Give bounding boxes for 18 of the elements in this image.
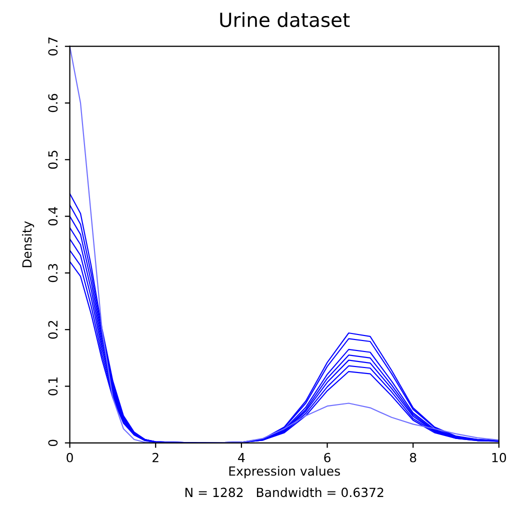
- y-tick-label: 0.4: [48, 207, 58, 226]
- y-tick-label: 0.5: [48, 150, 58, 169]
- x-tick-label: 8: [410, 452, 416, 462]
- x-tick-label: 0: [66, 452, 73, 462]
- text: N = 1282 Bandwidth = 0.6372: [185, 487, 384, 498]
- y-tick-label: 0.3: [48, 264, 58, 282]
- chart-title: Urine dataset: [220, 12, 350, 28]
- y-tick-label: 0.2: [48, 320, 58, 339]
- x-tick-label: 6: [324, 452, 330, 462]
- x-tick-label: 2: [152, 452, 158, 462]
- x-tick-label: 4: [238, 453, 245, 462]
- x-tick-label: 10: [492, 452, 506, 462]
- x-axis-title: Expression values: [229, 466, 340, 478]
- y-tick-label: 0.1: [48, 377, 58, 396]
- y-tick-label: 0.7: [48, 37, 58, 56]
- y-tick-label: 0: [48, 440, 58, 446]
- y-axis-title: Density: [22, 221, 34, 268]
- y-tick-label: 0.6: [48, 94, 58, 112]
